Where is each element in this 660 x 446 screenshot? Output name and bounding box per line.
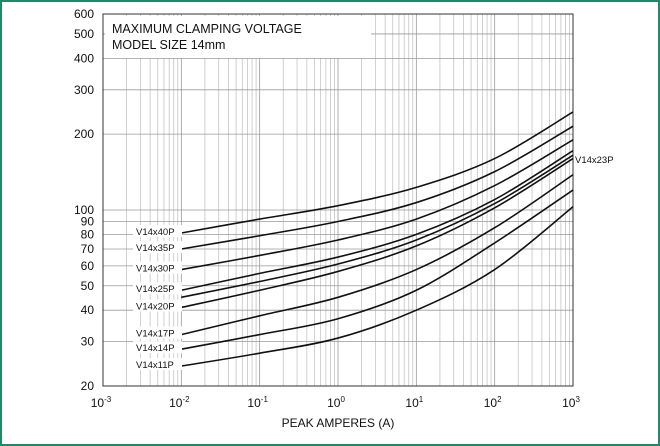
y-tick-label: 60 bbox=[81, 259, 95, 273]
x-tick-label: 10-3 bbox=[91, 395, 112, 410]
y-tick-label: 50 bbox=[81, 279, 95, 293]
series-label: V14x35P bbox=[136, 243, 175, 254]
x-tick-label: 102 bbox=[484, 395, 502, 410]
series-label-bg bbox=[133, 341, 182, 354]
series-label: V14x14P bbox=[136, 343, 175, 354]
series-label: V14x30P bbox=[136, 264, 175, 275]
series-label: V14x40P bbox=[136, 227, 175, 238]
series-label-bg bbox=[133, 358, 182, 371]
y-tick-label: 80 bbox=[81, 227, 95, 241]
series-label-bg bbox=[133, 299, 182, 312]
y-tick-label: 20 bbox=[81, 379, 95, 393]
y-tick-label: 400 bbox=[74, 51, 94, 65]
series-line bbox=[181, 154, 574, 299]
x-tick-label: 103 bbox=[562, 395, 580, 410]
series-label-bg bbox=[133, 240, 182, 253]
series-lines bbox=[181, 111, 574, 367]
y-tick-label: 100 bbox=[74, 203, 94, 217]
y-tick-label: 70 bbox=[81, 242, 95, 256]
x-tick-labels: 10-3 10-2 10-1 100 101 102 103 bbox=[91, 395, 581, 410]
series-label: V14x17P bbox=[136, 329, 175, 340]
series-line bbox=[181, 174, 574, 336]
series-label: V14x23P bbox=[575, 155, 614, 166]
series-line bbox=[181, 111, 574, 234]
series-label-bg bbox=[133, 225, 182, 238]
x-tick-label: 10-2 bbox=[169, 395, 190, 410]
x-tick-label: 101 bbox=[405, 395, 423, 410]
series-label-bg bbox=[133, 282, 182, 295]
y-tick-label: 500 bbox=[74, 27, 94, 41]
x-tick-label: 10-1 bbox=[247, 395, 268, 410]
series-line bbox=[181, 149, 574, 292]
series-label-bg bbox=[133, 326, 182, 339]
series-line bbox=[181, 157, 574, 309]
series-label: V14x11P bbox=[136, 360, 174, 371]
y-tick-label: 200 bbox=[74, 127, 94, 141]
series-line bbox=[181, 125, 574, 250]
y-tick-label: 600 bbox=[74, 7, 94, 21]
title-box: MAXIMUM CLAMPING VOLTAGE MODEL SIZE 14mm bbox=[105, 16, 371, 58]
y-tick-label: 40 bbox=[81, 303, 95, 317]
y-tick-label: 90 bbox=[81, 214, 95, 228]
chart-title-line-2: MODEL SIZE 14mm bbox=[112, 38, 225, 52]
series-label: V14x25P bbox=[136, 284, 175, 295]
series-line bbox=[181, 206, 574, 367]
y-tick-label: 300 bbox=[74, 83, 94, 97]
series-line bbox=[181, 189, 574, 350]
series-label-bg bbox=[133, 261, 182, 274]
series-label: V14x20P bbox=[136, 301, 175, 312]
series-line bbox=[181, 139, 574, 271]
x-tick-label: 100 bbox=[327, 395, 345, 410]
plot-border bbox=[102, 13, 574, 387]
chart-title-line-1: MAXIMUM CLAMPING VOLTAGE bbox=[112, 22, 302, 36]
x-axis-label: PEAK AMPERES (A) bbox=[282, 416, 395, 430]
series-labels-group: V14x40P V14x35P V14x30P V14x25P V14x20P V14x1… bbox=[133, 155, 614, 371]
y-tick-label: 30 bbox=[81, 335, 95, 349]
